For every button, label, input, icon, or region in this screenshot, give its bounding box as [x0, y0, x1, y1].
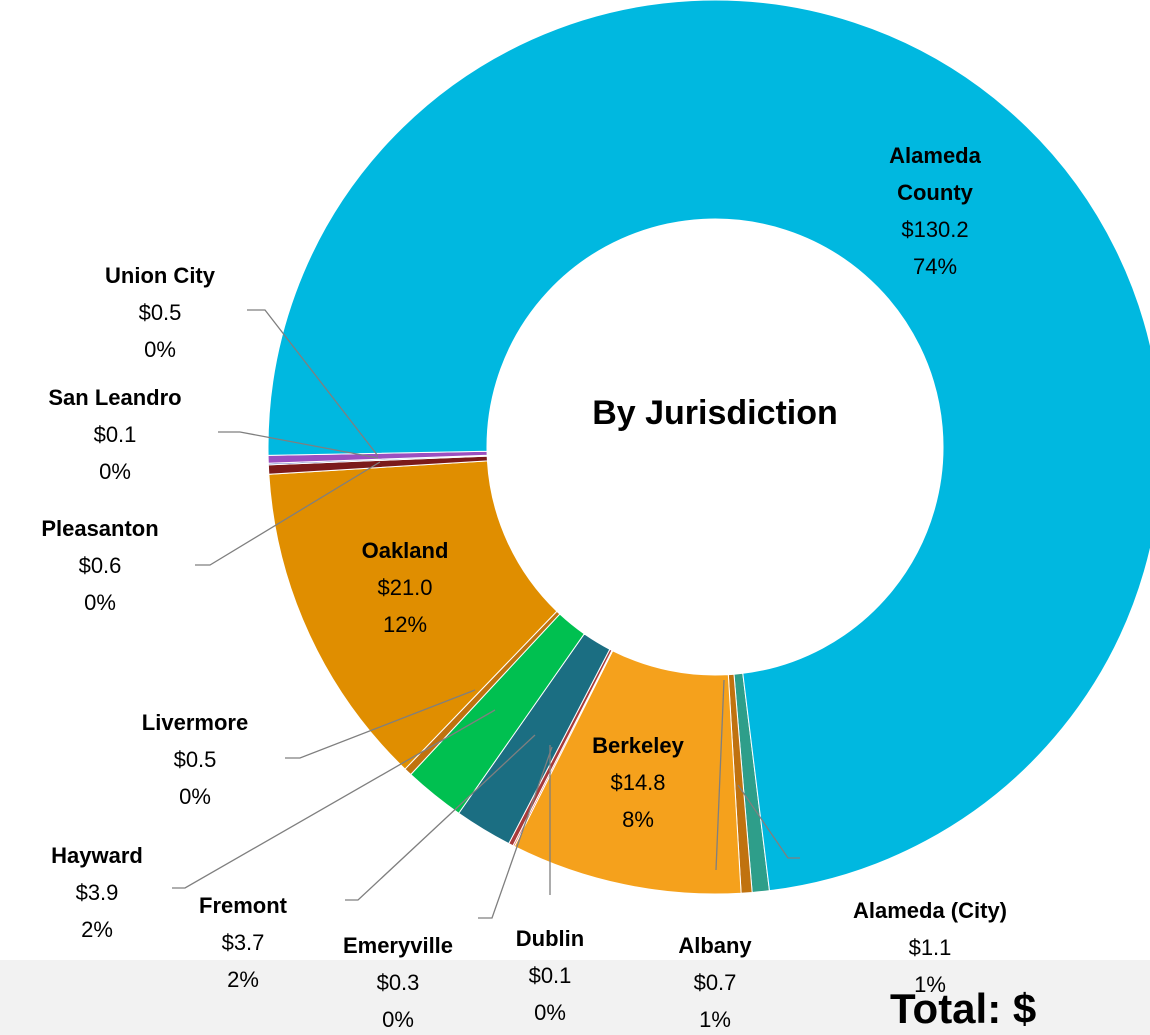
leader-line	[218, 431, 379, 459]
label-name: Union City	[105, 263, 215, 288]
hole	[487, 219, 943, 675]
label-percent: 0%	[144, 337, 176, 362]
label-percent: 0%	[382, 1007, 414, 1032]
leader-line	[285, 689, 476, 759]
label-name: Berkeley	[592, 733, 684, 758]
label-name: Pleasanton	[41, 516, 159, 541]
data-label: Berkeley $14.8 8%	[538, 727, 738, 838]
label-percent: 0%	[84, 590, 116, 615]
label-name: Albany	[678, 933, 752, 958]
label-value: $21.0	[377, 575, 433, 600]
label-value: $14.8	[610, 770, 666, 795]
label-name: Dublin	[515, 926, 585, 951]
footer: Total: $	[890, 985, 1037, 1032]
data-label: Oakland $21.0 12%	[305, 532, 505, 643]
leader-line	[478, 746, 553, 919]
label-value: $130.2	[901, 217, 969, 242]
data-label: Albany $0.7 1%	[615, 927, 815, 1035]
label-value: $0.3	[376, 970, 420, 995]
data-label: Alameda (City) $1.1 1%	[830, 892, 1030, 1003]
label-percent: 2%	[227, 967, 259, 992]
label-value: $1.1	[908, 935, 952, 960]
label-value: $0.7	[693, 970, 737, 995]
label-value: $0.1	[93, 422, 137, 447]
data-label: Union City $0.5 0%	[60, 257, 260, 368]
data-label: Dublin $0.1 0%	[450, 920, 650, 1031]
label-value: $0.5	[138, 300, 182, 325]
label-percent: 1%	[699, 1007, 731, 1032]
label-percent: 12%	[382, 612, 428, 637]
label-percent: 2%	[81, 917, 113, 942]
chart-title: By Jurisdiction	[592, 394, 838, 432]
slices	[267, 0, 1150, 895]
leader-line	[172, 709, 496, 889]
label-value: $3.7	[221, 930, 265, 955]
data-label: Alameda County $130.2 74%	[865, 137, 1005, 285]
leader-lines	[172, 309, 800, 919]
label-percent: 0%	[179, 784, 211, 809]
background-band	[0, 960, 1150, 1035]
label-value: $0.5	[173, 747, 217, 772]
label-name: Alameda County	[889, 143, 981, 205]
label-value: $0.1	[528, 963, 572, 988]
label-name: San Leandro	[48, 385, 182, 410]
label-value: $3.9	[75, 880, 119, 905]
label-name: Livermore	[141, 710, 249, 735]
leader-line	[737, 784, 800, 859]
data-label: Emeryville $0.3 0%	[298, 927, 498, 1035]
label-name: Emeryville	[342, 933, 454, 958]
leader-line	[195, 461, 381, 566]
leader-line	[345, 734, 536, 901]
data-label: Hayward $3.9 2%	[0, 837, 197, 948]
leader-line	[715, 679, 725, 871]
label-percent: 8%	[622, 807, 654, 832]
leader-line	[247, 309, 379, 457]
label-name: Oakland	[361, 538, 449, 563]
label-percent: 0%	[534, 1000, 566, 1025]
data-label: Fremont $3.7 2%	[143, 887, 343, 998]
label-percent: 1%	[914, 972, 946, 997]
label-percent: 74%	[912, 254, 958, 279]
data-label: Pleasanton $0.6 0%	[0, 510, 200, 621]
data-label: Livermore $0.5 0%	[95, 704, 295, 815]
label-percent: 0%	[99, 459, 131, 484]
label-name: Hayward	[51, 843, 143, 868]
label-value: $0.6	[78, 553, 122, 578]
label-name: Alameda (City)	[852, 898, 1008, 923]
label-name: Fremont	[199, 893, 287, 918]
data-label: San Leandro $0.1 0%	[15, 379, 215, 490]
